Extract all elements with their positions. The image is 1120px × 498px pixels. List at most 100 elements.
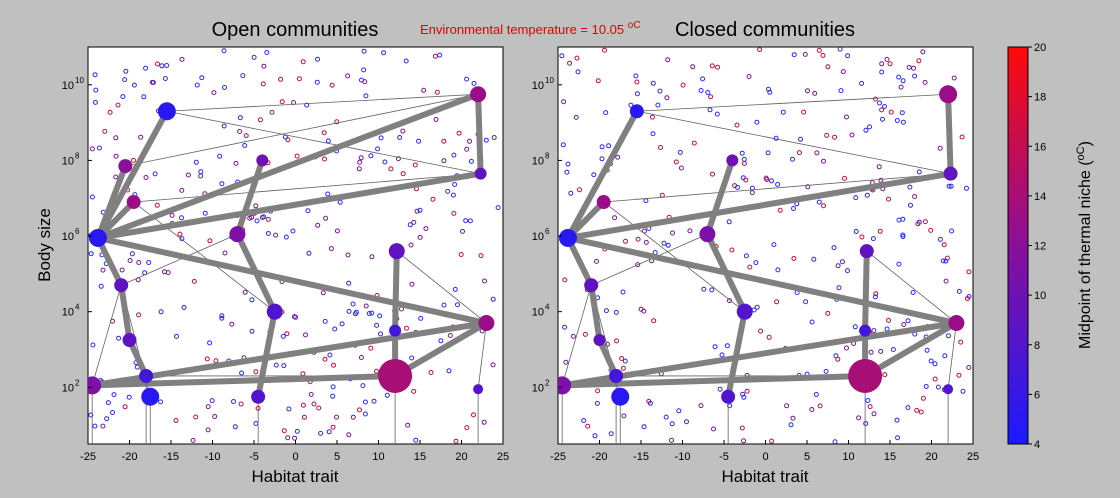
x-axis-label: Habitat trait [252, 467, 339, 486]
thick-link [588, 282, 603, 344]
species-node [609, 368, 624, 383]
background-point [339, 321, 345, 327]
background-point [621, 413, 627, 419]
background-point [915, 221, 921, 227]
background-point [315, 222, 321, 228]
species-node [470, 86, 487, 103]
background-point [709, 287, 715, 293]
background-point [608, 431, 614, 437]
background-point [409, 281, 415, 287]
background-point [334, 228, 340, 234]
background-point [423, 226, 429, 232]
background-point [269, 109, 275, 115]
species-node [389, 324, 402, 337]
background-point [162, 269, 167, 275]
background-point [788, 422, 794, 428]
background-point [400, 128, 406, 134]
background-point [669, 421, 675, 427]
background-point [141, 94, 147, 100]
species-node [266, 303, 283, 320]
background-point [599, 144, 605, 150]
y-axis-label: Body size [35, 208, 54, 282]
background-point [928, 358, 934, 364]
species-node [558, 228, 577, 247]
background-point [817, 403, 823, 409]
background-point [253, 203, 259, 209]
background-point [495, 205, 501, 211]
background-point [199, 75, 205, 81]
colorbar-tick-label: 18 [1034, 92, 1046, 104]
background-point [790, 156, 795, 162]
background-point [217, 153, 223, 159]
x-tick-label: -25 [550, 451, 566, 463]
background-point [937, 145, 943, 151]
background-point [261, 214, 267, 220]
background-point [362, 411, 368, 417]
x-tick-label: 0 [762, 451, 768, 463]
background-point [463, 218, 469, 224]
species-node [943, 384, 954, 395]
background-point [191, 278, 197, 284]
background-point [727, 403, 733, 409]
background-point [334, 119, 340, 125]
thick-link [475, 91, 484, 177]
background-point [428, 370, 434, 375]
background-point [136, 312, 142, 318]
background-point [237, 115, 243, 121]
background-point [823, 368, 829, 374]
x-tick-label: -5 [719, 451, 729, 463]
background-point [900, 234, 906, 240]
background-point [905, 405, 911, 411]
background-point [912, 73, 918, 79]
background-point [665, 242, 671, 248]
y-tick-label: 10 [532, 231, 544, 243]
background-point [775, 181, 781, 187]
background-point [179, 236, 185, 242]
background-point [719, 352, 725, 358]
background-point [146, 260, 152, 265]
background-point [916, 169, 922, 175]
background-point [193, 414, 199, 420]
background-point [368, 153, 374, 159]
background-point [207, 340, 213, 346]
background-point [946, 333, 951, 339]
background-point [575, 69, 581, 75]
background-point [411, 219, 417, 225]
background-point [98, 283, 104, 289]
background-point [726, 219, 732, 225]
x-tick-label: 5 [334, 451, 340, 463]
background-point [821, 203, 826, 209]
background-point [880, 116, 885, 122]
background-point [801, 109, 807, 115]
background-point [177, 231, 183, 237]
background-point [838, 88, 844, 94]
background-point [709, 63, 715, 69]
background-point [243, 133, 249, 139]
background-point [113, 174, 119, 180]
background-point [741, 394, 747, 400]
background-point [482, 278, 487, 284]
background-point [104, 416, 110, 422]
y-tick-label: 10 [532, 155, 544, 167]
background-point [622, 358, 628, 364]
background-point [805, 184, 811, 190]
background-point [634, 79, 640, 85]
x-axis-label: Habitat trait [722, 467, 809, 486]
background-point [300, 402, 306, 408]
background-point [418, 315, 424, 321]
thick-link [564, 108, 640, 241]
background-point [791, 256, 797, 261]
background-point [249, 214, 255, 220]
background-point [92, 99, 98, 105]
background-point [900, 119, 906, 125]
species-node [256, 154, 269, 167]
background-point [710, 171, 715, 177]
background-point [573, 114, 579, 120]
x-tick-label: 25 [967, 451, 979, 463]
background-point [231, 399, 236, 404]
background-point [873, 291, 879, 297]
background-point [205, 427, 211, 433]
background-point [280, 333, 286, 339]
background-point [741, 438, 747, 444]
species-node [251, 389, 266, 404]
